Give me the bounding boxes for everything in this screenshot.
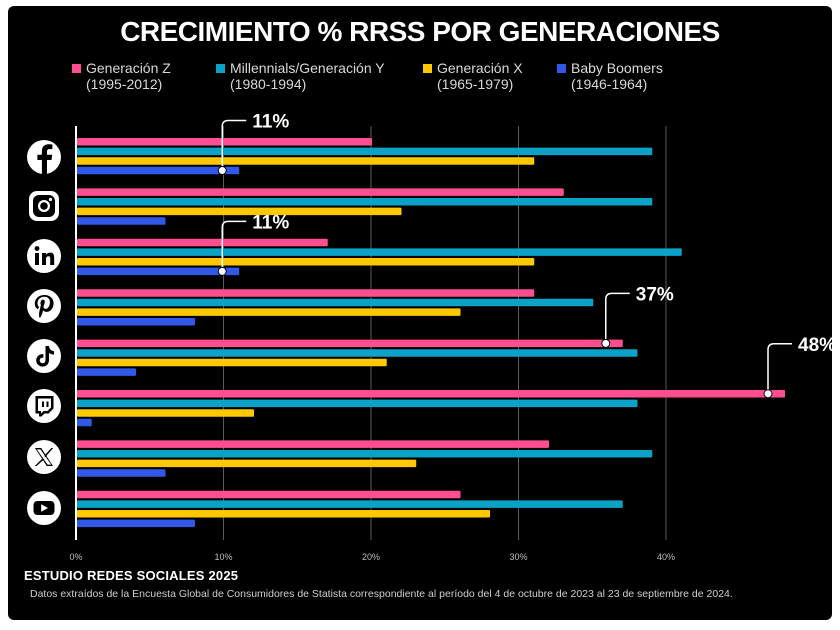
annotation-leader [767, 343, 792, 394]
legend-label-millennials: Millennials/Generación Y (1980-1994) [230, 60, 385, 92]
annotation-dot [217, 166, 227, 176]
facebook-icon [27, 140, 61, 174]
bar-x-s1 [77, 450, 653, 458]
bar-youtube-s0 [77, 490, 461, 499]
bar-tiktok-s2 [77, 358, 387, 367]
legend-label-gen-z: Generación Z (1995-2012) [86, 60, 171, 92]
bar-linkedin-s2 [77, 258, 535, 266]
bar-tiktok-s1 [77, 349, 638, 357]
x-tick-label: 40% [657, 552, 675, 562]
bar-tiktok-s0 [77, 339, 623, 348]
annotation-leader [221, 220, 247, 272]
bar-pinterest-s3 [77, 318, 195, 326]
annotation-label: 11% [252, 112, 289, 133]
legend-swatch-boomers [557, 64, 566, 73]
bar-youtube-s2 [77, 510, 490, 518]
legend-swatch-gen-z [72, 64, 81, 73]
twitch-icon [27, 389, 61, 423]
bar-instagram-s0 [77, 188, 564, 196]
bar-pinterest-s0 [77, 289, 535, 297]
bar-twitch-s0 [77, 390, 785, 398]
bar-pinterest-s2 [77, 308, 461, 316]
pinterest-icon [27, 289, 61, 323]
bar-linkedin-s1 [77, 248, 682, 256]
bar-facebook-s2 [77, 157, 535, 165]
bar-instagram-s3 [77, 217, 166, 225]
annotation-label: 48% [798, 335, 836, 356]
annotation-leader [605, 292, 630, 344]
x-tick-label: 10% [214, 552, 232, 562]
x-tick-label: 30% [509, 552, 527, 562]
footer-title: ESTUDIO REDES SOCIALES 2025 [24, 568, 239, 583]
bar-instagram-s1 [77, 198, 653, 206]
bar-linkedin-s0 [77, 238, 328, 247]
legend-swatch-gen-x [423, 64, 432, 73]
bar-pinterest-s1 [77, 298, 594, 307]
bar-x-s0 [77, 440, 549, 448]
bar-twitch-s2 [77, 409, 254, 417]
bar-instagram-s2 [77, 207, 402, 216]
bar-x-s3 [77, 469, 166, 477]
x-icon [27, 440, 61, 474]
legend-label-boomers: Baby Boomers (1946-1964) [571, 60, 663, 92]
legend: Generación Z (1995-2012) Millennials/Gene… [72, 60, 772, 96]
bar-youtube-s1 [77, 500, 623, 508]
annotation-leader [221, 119, 247, 171]
bar-facebook-s3 [77, 166, 240, 175]
chart-title: CRECIMIENTO % RRSS POR GENERACIONES [120, 16, 720, 47]
annotation-label: 11% [252, 212, 289, 233]
annotation-dot [601, 338, 611, 348]
bars-layer [77, 138, 785, 528]
footer-note: Datos extraídos de la Encuesta Global de… [30, 588, 733, 600]
bar-twitch-s1 [77, 399, 638, 408]
annotation-label: 37% [636, 284, 674, 305]
bar-youtube-s3 [77, 519, 195, 528]
bar-facebook-s0 [77, 138, 372, 146]
bar-tiktok-s3 [77, 368, 136, 376]
bar-facebook-s1 [77, 147, 653, 156]
instagram-icon [29, 191, 59, 221]
grid-layer: 0% 10% 20% 30% 40% [69, 126, 675, 562]
legend-swatch-millennials [216, 64, 225, 73]
youtube-icon [27, 491, 61, 525]
linkedin-icon [27, 239, 61, 273]
bar-twitch-s3 [77, 418, 92, 427]
x-tick-label: 0% [69, 552, 82, 562]
x-tick-label: 20% [362, 552, 380, 562]
tiktok-icon [27, 339, 61, 373]
platform-icons [27, 140, 61, 525]
annotation-dot [763, 389, 773, 399]
bar-x-s2 [77, 459, 417, 468]
legend-label-gen-x: Generación X (1965-1979) [437, 60, 523, 92]
annotation-dot [217, 266, 227, 276]
bar-linkedin-s3 [77, 267, 240, 276]
annotations-layer: 11% 11% 37% 48% [217, 112, 836, 399]
